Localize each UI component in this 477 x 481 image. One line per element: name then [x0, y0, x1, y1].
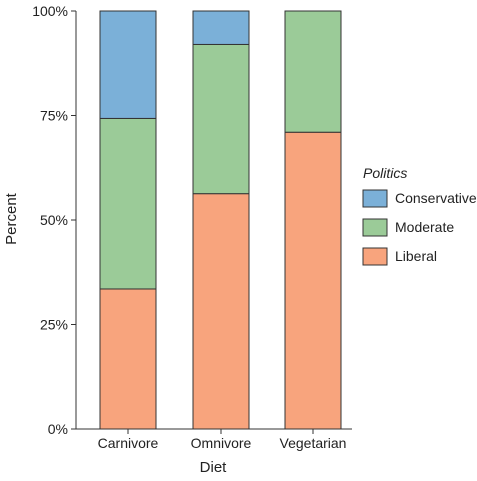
legend-swatch-conservative	[362, 189, 388, 208]
bar-segment-conservative-omnivore	[192, 10, 250, 45]
y-tick-label: 75%	[40, 108, 68, 124]
x-tick-label: Omnivore	[191, 435, 252, 451]
legend-swatch-liberal	[362, 247, 388, 266]
y-axis-title: Percent	[3, 192, 20, 245]
bars	[99, 10, 342, 430]
y-tick-label: 0%	[48, 421, 68, 437]
bar-segment-moderate-vegetarian	[284, 10, 342, 133]
bar-segment-conservative-carnivore	[99, 10, 157, 119]
y-tick-label: 25%	[40, 317, 68, 333]
x-axis-title: Diet	[200, 459, 228, 476]
x-tick-label: Vegetarian	[280, 435, 347, 451]
y-tick-label: 100%	[32, 3, 68, 19]
x-tick-label: Carnivore	[98, 435, 159, 451]
legend: Politics Conservative Moderate Liberal	[362, 165, 477, 266]
bar-segment-liberal-vegetarian	[284, 131, 342, 430]
bar-segment-moderate-omnivore	[192, 43, 250, 195]
legend-title: Politics	[363, 165, 407, 181]
legend-label-liberal: Liberal	[395, 248, 437, 264]
y-axis: 0% 25% 50% 75% 100%	[32, 3, 77, 437]
x-axis: Carnivore Omnivore Vegetarian	[76, 428, 352, 451]
legend-label-conservative: Conservative	[395, 190, 477, 206]
y-tick-label: 50%	[40, 212, 68, 228]
bar-segment-liberal-omnivore	[192, 193, 250, 430]
legend-swatch-moderate	[362, 218, 388, 237]
bar-segment-moderate-carnivore	[99, 117, 157, 290]
bar-segment-liberal-carnivore	[99, 288, 157, 430]
legend-label-moderate: Moderate	[395, 219, 454, 235]
